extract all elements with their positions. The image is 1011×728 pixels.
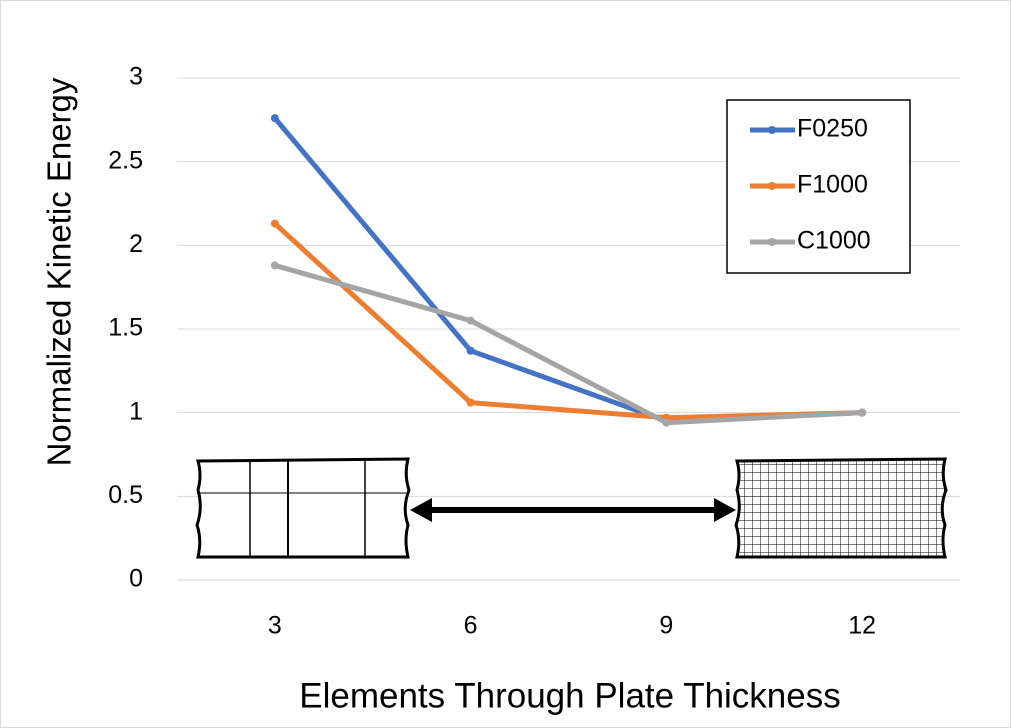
legend-label: C1000 bbox=[797, 227, 871, 255]
y-tick-label: 2 bbox=[129, 230, 143, 258]
legend-marker bbox=[768, 182, 776, 190]
y-tick-label: 1.5 bbox=[108, 314, 143, 342]
data-point bbox=[270, 219, 279, 228]
x-tick-label: 3 bbox=[268, 612, 282, 640]
coarse-mesh bbox=[195, 457, 411, 559]
series-line bbox=[273, 221, 863, 421]
legend-label: F1000 bbox=[797, 171, 868, 199]
fine-mesh bbox=[734, 457, 948, 559]
y-tick-label: 2.5 bbox=[108, 146, 143, 174]
data-point bbox=[466, 398, 475, 407]
y-tick-label: 1 bbox=[129, 397, 143, 425]
legend-label: F0250 bbox=[797, 115, 868, 143]
legend: F0250 F1000 C1000 bbox=[726, 99, 911, 274]
data-point bbox=[270, 114, 279, 123]
y-tick-label: 3 bbox=[129, 63, 143, 91]
legend-marker bbox=[768, 238, 776, 246]
y-axis-title: Normalized Kinetic Energy bbox=[41, 77, 78, 466]
y-tick-label: 0.5 bbox=[108, 481, 143, 509]
data-point bbox=[858, 408, 867, 417]
x-axis-title: Elements Through Plate Thickness bbox=[299, 676, 841, 715]
data-point bbox=[466, 316, 475, 325]
data-point bbox=[270, 261, 279, 270]
x-tick-label: 12 bbox=[848, 612, 876, 640]
y-tick-label: 0 bbox=[129, 565, 143, 593]
plot bbox=[270, 114, 867, 427]
x-tick-label: 6 bbox=[464, 612, 478, 640]
data-point bbox=[466, 346, 475, 355]
series-line bbox=[274, 263, 863, 426]
x-tick-label: 9 bbox=[659, 612, 673, 640]
data-point bbox=[662, 418, 671, 427]
legend-marker bbox=[768, 126, 776, 134]
arrow bbox=[410, 498, 736, 522]
